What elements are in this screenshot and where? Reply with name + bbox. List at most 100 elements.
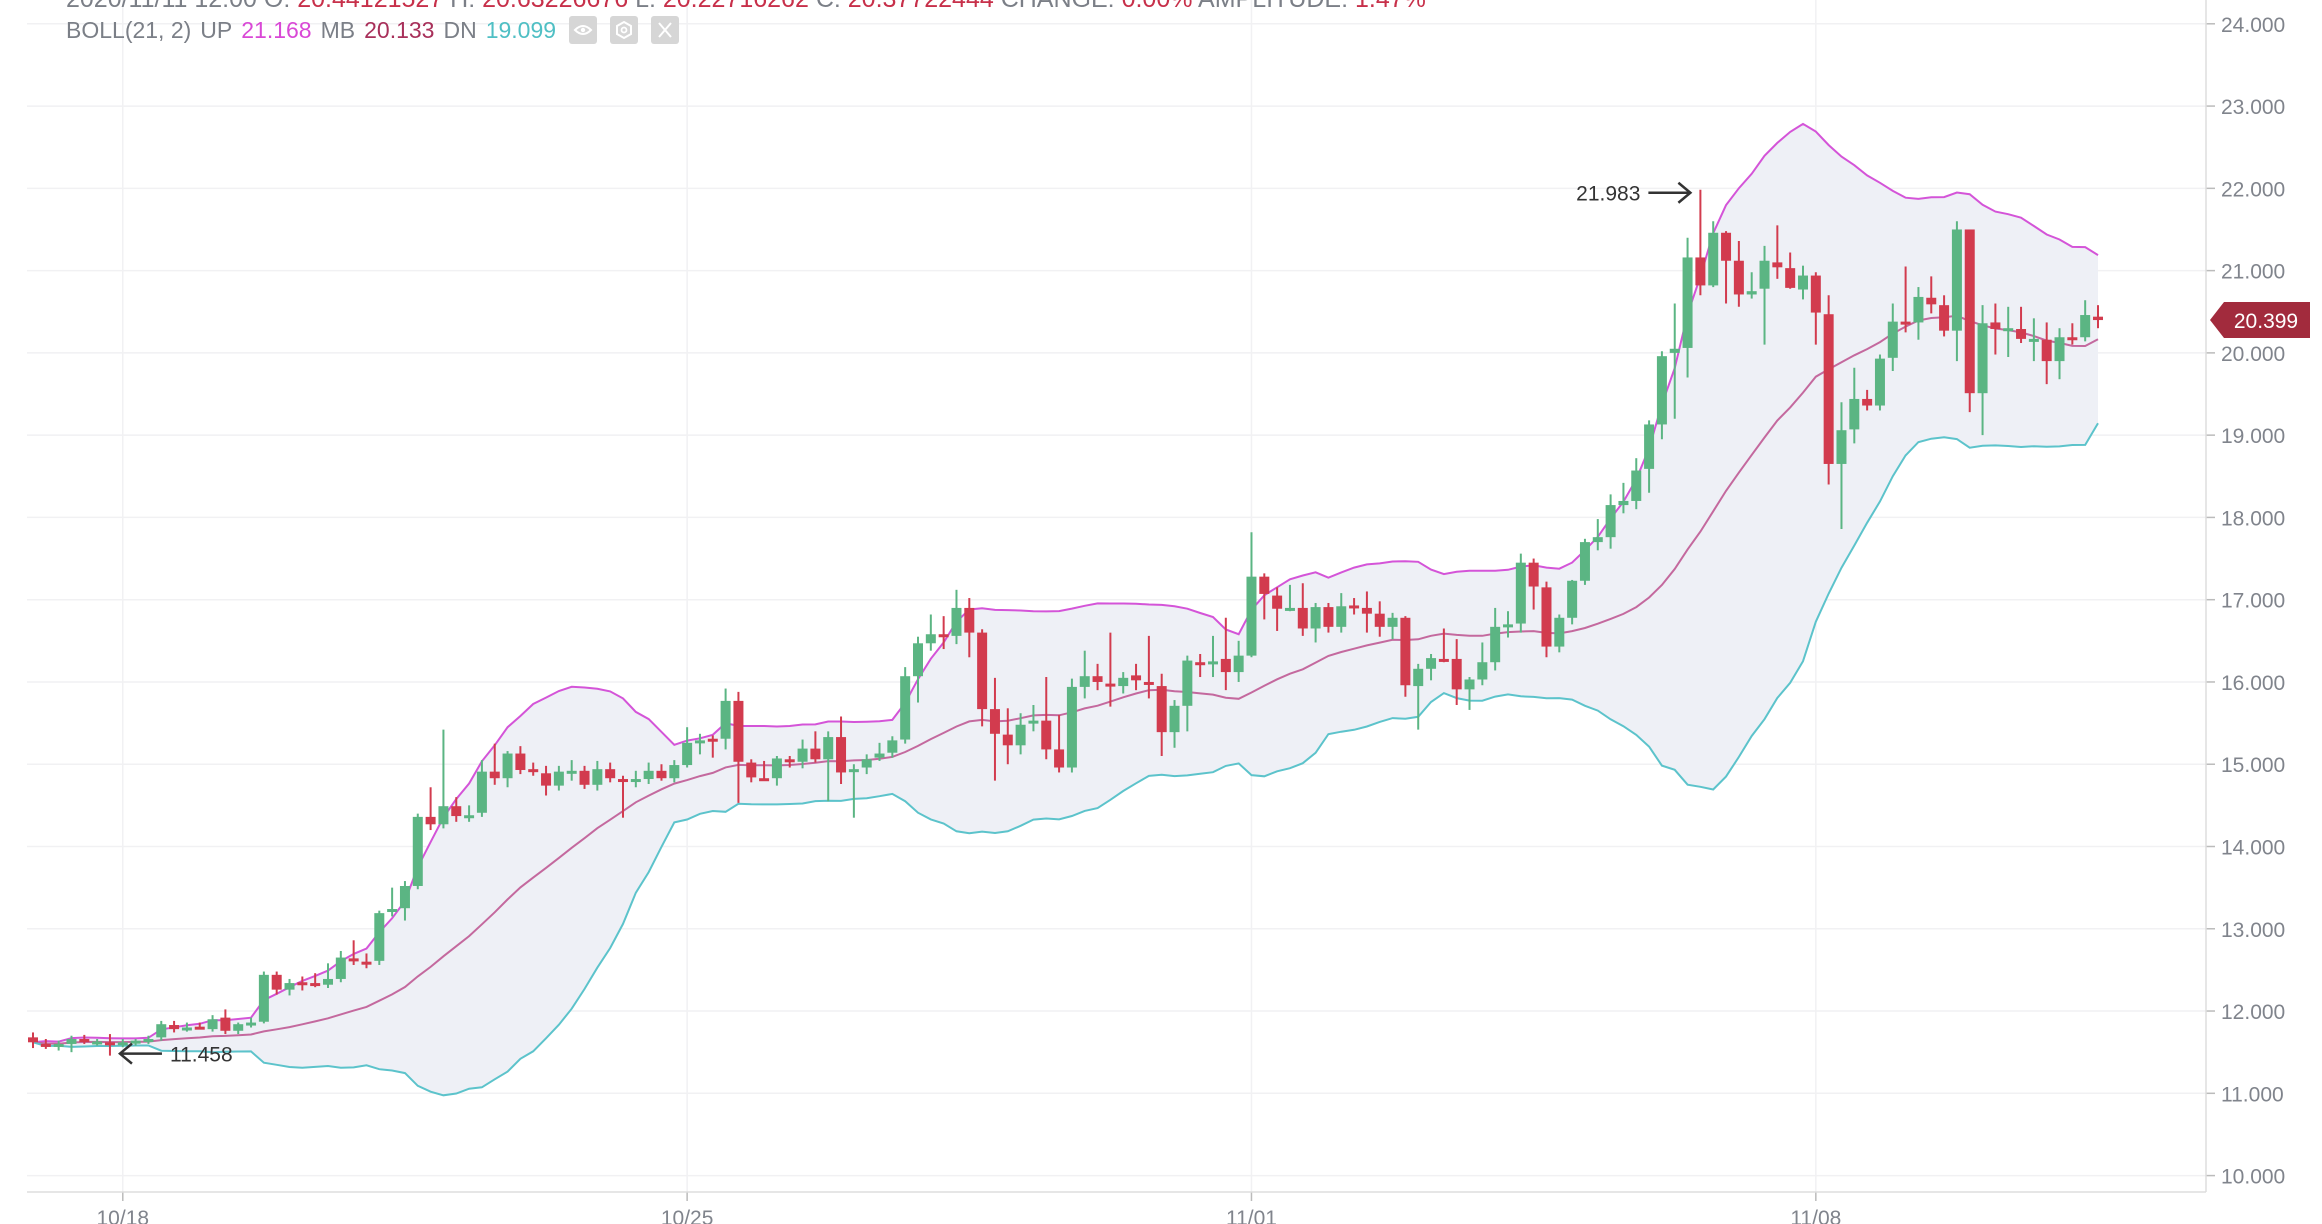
candle [117, 1039, 128, 1048]
candle-body [1708, 232, 1719, 286]
candle [823, 731, 834, 802]
candle [1220, 617, 1231, 691]
candle-body [1733, 260, 1744, 295]
candle [1977, 305, 1988, 436]
candle [2054, 328, 2065, 380]
eye-icon[interactable] [569, 16, 598, 44]
candle [1695, 189, 1706, 296]
candle-body [284, 983, 295, 990]
candle-body [1579, 542, 1590, 581]
up-value: 21.168 [241, 16, 312, 43]
candle [233, 1022, 244, 1035]
candle-body [1092, 676, 1103, 682]
candle-body [618, 779, 628, 783]
gear-icon[interactable] [610, 16, 639, 44]
candle-body [771, 758, 782, 779]
open-label: O: [264, 0, 290, 13]
y-tick-label: 10.000 [2221, 1166, 2285, 1189]
candle [310, 973, 321, 988]
candle [682, 727, 693, 768]
candle-body [258, 974, 269, 1022]
candle-body [464, 815, 475, 819]
candle-body [938, 634, 949, 638]
candle [130, 1039, 141, 1046]
candle-body [553, 771, 564, 786]
candle-body [1887, 321, 1898, 358]
candle-body [579, 770, 590, 785]
candle [643, 762, 654, 784]
candle-body [169, 1025, 180, 1030]
candle [1413, 663, 1424, 730]
candle [528, 762, 539, 776]
candle-body [1400, 617, 1411, 686]
candle [1092, 663, 1103, 691]
candle-body [1926, 297, 1937, 305]
x-tick-label: 11/01 [1226, 1207, 1277, 1224]
candle [1323, 602, 1334, 633]
candle-body [630, 779, 641, 783]
candle-body [1528, 562, 1539, 587]
candle-body [1387, 617, 1398, 627]
candle-body [1297, 607, 1308, 629]
candle-body [836, 737, 847, 773]
candle [1297, 583, 1308, 636]
candle-body [848, 769, 859, 773]
y-tick-label: 23.000 [2221, 96, 2285, 119]
candle-body [656, 770, 667, 779]
candle [2041, 322, 2052, 385]
candle [1387, 612, 1398, 640]
candle [66, 1035, 77, 1053]
candle-body [733, 700, 744, 762]
y-tick-label: 20.000 [2221, 343, 2285, 366]
candle [284, 978, 295, 996]
candle [2067, 323, 2078, 345]
candle [40, 1039, 51, 1049]
candle [836, 716, 847, 784]
amplitude-value: 1.47% [1355, 0, 1426, 13]
candle-body [348, 958, 359, 962]
ohlc-readout: 2020/11/11 12:00 O: 20.44121527 H: 20.63… [66, 0, 1426, 14]
candle [1246, 532, 1257, 658]
boll-dn-line [32, 422, 2099, 1097]
close-icon[interactable] [651, 16, 680, 44]
candle-body [1413, 668, 1424, 687]
candle [476, 760, 487, 817]
candle [387, 887, 398, 917]
candle [1015, 713, 1026, 755]
candle-body [1759, 260, 1770, 289]
candle [1721, 231, 1732, 304]
candle [1554, 614, 1565, 653]
axes: 10.000 11.000 12.000 13.000 14.000 15.000 16.0… [27, 0, 2285, 1224]
candle [566, 760, 577, 781]
candle [53, 1040, 64, 1051]
candle [797, 739, 808, 769]
candle [771, 756, 782, 786]
candle-body [1208, 661, 1218, 665]
candle [913, 636, 923, 703]
candle-body [1233, 655, 1244, 673]
candle-body [1169, 705, 1180, 733]
candles [28, 189, 2103, 1056]
candle-body [40, 1043, 51, 1047]
candle-body [1862, 398, 1873, 406]
candle [515, 746, 526, 775]
candle-body [1272, 595, 1283, 609]
up-label: UP [200, 16, 233, 43]
y-tick-label: 11.000 [2221, 1083, 2284, 1106]
candle [399, 881, 410, 921]
candle [143, 1035, 154, 1044]
candle-body [1900, 321, 1911, 325]
candle-body [220, 1017, 231, 1031]
candle-body [1374, 613, 1385, 627]
candle [1567, 579, 1578, 625]
candle [1503, 611, 1513, 638]
candle-body [964, 607, 975, 633]
candle [1336, 593, 1347, 633]
candle [2093, 305, 2103, 329]
candle [630, 770, 641, 788]
candle-body [1349, 605, 1360, 609]
y-tick-label: 15.000 [2221, 754, 2285, 777]
y-tick-label: 18.000 [2221, 507, 2285, 530]
candle-body [861, 759, 872, 768]
